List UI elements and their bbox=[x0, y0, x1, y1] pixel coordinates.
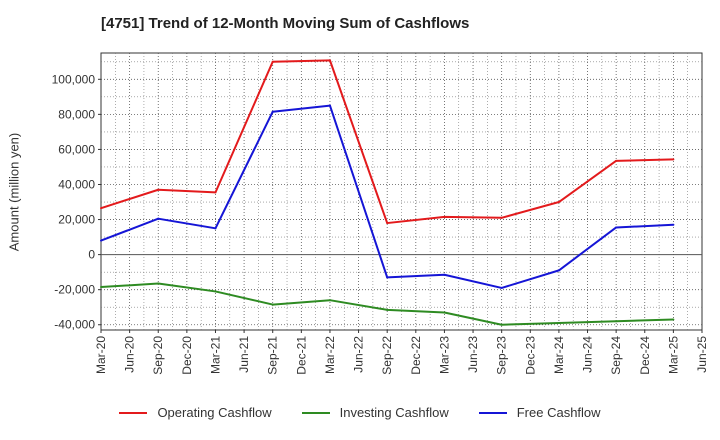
data-point-operating-cashflow bbox=[672, 158, 675, 161]
x-tick-label: Jun-25 bbox=[695, 336, 709, 373]
x-tick-label: Mar-25 bbox=[666, 336, 680, 374]
y-tick-label: 40,000 bbox=[58, 177, 95, 191]
x-tick-label: Sep-21 bbox=[266, 336, 280, 375]
y-tick-label: -40,000 bbox=[54, 318, 95, 332]
x-tick-label: Jun-21 bbox=[237, 336, 251, 373]
data-point-free-cashflow bbox=[157, 217, 160, 220]
x-tick-label: Mar-22 bbox=[323, 336, 337, 374]
data-point-operating-cashflow bbox=[271, 60, 274, 63]
legend-item-operating: Operating Cashflow bbox=[119, 405, 272, 420]
y-tick-label: 60,000 bbox=[58, 142, 95, 156]
legend-label-operating: Operating Cashflow bbox=[157, 405, 272, 420]
x-tick-label: Sep-23 bbox=[495, 336, 509, 375]
data-point-operating-cashflow bbox=[443, 215, 446, 218]
data-point-investing-cashflow bbox=[214, 290, 217, 293]
data-point-investing-cashflow bbox=[557, 321, 560, 324]
data-point-investing-cashflow bbox=[615, 320, 618, 323]
data-point-investing-cashflow bbox=[386, 308, 389, 311]
data-point-operating-cashflow bbox=[615, 159, 618, 162]
x-tick-label: Sep-22 bbox=[380, 336, 394, 375]
x-tick-label: Dec-22 bbox=[409, 336, 423, 375]
legend-label-investing: Investing Cashflow bbox=[339, 405, 449, 420]
data-point-free-cashflow bbox=[386, 276, 389, 279]
data-point-free-cashflow bbox=[328, 104, 331, 107]
data-point-free-cashflow bbox=[557, 269, 560, 272]
x-tick-label: Sep-20 bbox=[151, 336, 165, 375]
x-tick-label: Dec-21 bbox=[294, 336, 308, 375]
data-point-investing-cashflow bbox=[500, 323, 503, 326]
data-point-operating-cashflow bbox=[157, 188, 160, 191]
data-point-operating-cashflow bbox=[500, 216, 503, 219]
x-tick-label: Mar-20 bbox=[94, 336, 108, 374]
legend-swatch-free bbox=[478, 411, 507, 414]
data-point-free-cashflow bbox=[500, 286, 503, 289]
data-point-investing-cashflow bbox=[157, 282, 160, 285]
legend-item-free: Free Cashflow bbox=[478, 405, 601, 420]
legend-label-free: Free Cashflow bbox=[516, 405, 601, 420]
data-point-investing-cashflow bbox=[271, 303, 274, 306]
x-tick-label: Jun-23 bbox=[466, 336, 480, 373]
y-tick-label: -20,000 bbox=[54, 283, 95, 297]
chart-title: [4751] Trend of 12-Month Moving Sum of C… bbox=[101, 15, 470, 32]
data-point-free-cashflow bbox=[271, 110, 274, 113]
data-point-free-cashflow bbox=[672, 223, 675, 226]
data-point-operating-cashflow bbox=[214, 191, 217, 194]
legend-item-investing: Investing Cashflow bbox=[301, 405, 449, 420]
data-point-operating-cashflow bbox=[557, 201, 560, 204]
y-tick-label: 80,000 bbox=[58, 107, 95, 121]
x-tick-label: Dec-23 bbox=[523, 336, 537, 375]
data-point-free-cashflow bbox=[100, 239, 102, 242]
x-tick-label: Jun-24 bbox=[581, 336, 595, 373]
data-point-investing-cashflow bbox=[443, 311, 446, 314]
data-point-operating-cashflow bbox=[328, 59, 331, 62]
legend-swatch-investing bbox=[301, 411, 330, 414]
x-tick-label: Dec-24 bbox=[638, 336, 652, 375]
x-tick-label: Dec-20 bbox=[180, 336, 194, 375]
y-tick-label: 0 bbox=[88, 248, 95, 262]
x-tick-label: Jun-22 bbox=[352, 336, 366, 373]
y-tick-label: 100,000 bbox=[52, 72, 96, 86]
x-tick-label: Mar-21 bbox=[208, 336, 222, 374]
data-point-investing-cashflow bbox=[328, 299, 331, 302]
data-point-investing-cashflow bbox=[100, 286, 102, 289]
x-tick-label: Mar-24 bbox=[552, 336, 566, 374]
data-point-operating-cashflow bbox=[100, 207, 102, 210]
legend-swatch-operating bbox=[119, 411, 148, 414]
x-tick-label: Sep-24 bbox=[609, 336, 623, 375]
x-tick-label: Mar-23 bbox=[437, 336, 451, 374]
data-point-free-cashflow bbox=[214, 227, 217, 230]
y-tick-label: 20,000 bbox=[58, 213, 95, 227]
legend: Operating Cashflow Investing Cashflow Fr… bbox=[0, 405, 720, 420]
x-tick-label: Jun-20 bbox=[123, 336, 137, 373]
data-point-free-cashflow bbox=[443, 273, 446, 276]
series-line-operating-cashflow bbox=[100, 59, 674, 225]
data-point-investing-cashflow bbox=[672, 318, 675, 321]
data-point-operating-cashflow bbox=[386, 222, 389, 225]
data-point-free-cashflow bbox=[615, 226, 618, 229]
